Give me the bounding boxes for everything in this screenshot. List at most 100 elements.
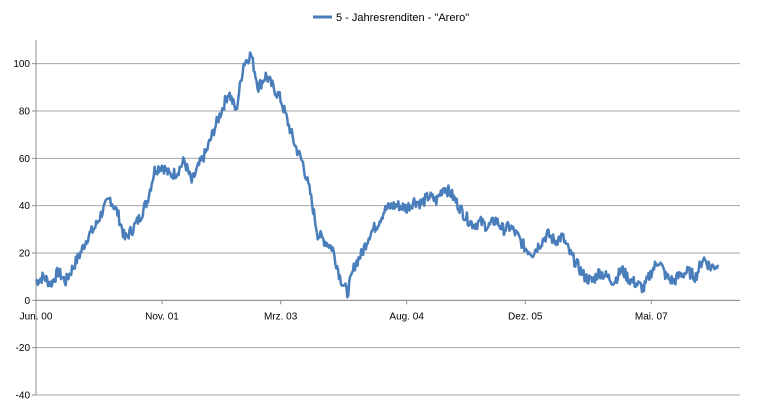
data-point bbox=[695, 275, 697, 277]
data-point bbox=[257, 86, 259, 88]
y-tick-label: 20 bbox=[19, 249, 31, 260]
data-point bbox=[561, 235, 563, 237]
data-point bbox=[57, 271, 59, 273]
legend-label: 5 - Jahresrenditen - "Arero" bbox=[336, 12, 469, 24]
data-point bbox=[391, 204, 393, 206]
data-point bbox=[131, 228, 133, 230]
data-point bbox=[546, 233, 548, 235]
data-point bbox=[405, 207, 407, 209]
data-point bbox=[190, 181, 192, 183]
data-point bbox=[413, 200, 415, 202]
data-point bbox=[287, 122, 289, 124]
data-point bbox=[294, 145, 296, 147]
y-tick-labels: -40 -20 0 20 40 60 80 100 bbox=[13, 59, 36, 402]
data-point bbox=[509, 226, 511, 228]
series-group bbox=[34, 51, 720, 299]
data-point bbox=[146, 200, 148, 202]
data-point bbox=[657, 259, 659, 261]
data-point bbox=[324, 240, 326, 242]
data-point bbox=[524, 247, 526, 249]
x-tick-label: Aug. 04 bbox=[389, 311, 424, 322]
data-point bbox=[153, 169, 155, 171]
data-point bbox=[717, 264, 719, 266]
data-point bbox=[72, 266, 74, 268]
y-tick-label: -40 bbox=[16, 391, 31, 402]
data-point bbox=[539, 242, 541, 244]
data-point bbox=[176, 171, 178, 173]
data-point bbox=[502, 228, 504, 230]
data-point bbox=[643, 287, 645, 289]
x-tick-labels: Jun. 00 Nov. 01 Mrz. 03 Aug. 04 Dez. 05 Mai. … bbox=[20, 300, 668, 322]
data-point bbox=[64, 280, 66, 282]
x-tick-label: Mrz. 03 bbox=[264, 311, 298, 322]
data-point bbox=[620, 268, 622, 270]
data-point bbox=[346, 292, 348, 294]
data-point bbox=[531, 252, 533, 254]
data-point bbox=[554, 240, 556, 242]
data-point bbox=[628, 278, 630, 280]
y-tick-label: 80 bbox=[19, 107, 31, 118]
data-point bbox=[361, 252, 363, 254]
data-point bbox=[376, 223, 378, 225]
data-point bbox=[42, 275, 44, 277]
data-point bbox=[398, 204, 400, 206]
data-point bbox=[672, 280, 674, 282]
x-tick-label: Mai. 07 bbox=[635, 311, 668, 322]
data-point bbox=[368, 233, 370, 235]
data-point bbox=[576, 264, 578, 266]
data-point bbox=[702, 257, 704, 259]
data-point bbox=[517, 235, 519, 237]
data-point bbox=[139, 216, 141, 218]
y-tick-label: 0 bbox=[24, 296, 30, 307]
data-point bbox=[102, 209, 104, 211]
data-point bbox=[331, 247, 333, 249]
data-point bbox=[250, 53, 252, 55]
data-point bbox=[220, 110, 222, 112]
data-point bbox=[687, 271, 689, 273]
series-line bbox=[34, 51, 720, 299]
data-point bbox=[354, 264, 356, 266]
data-point bbox=[591, 280, 593, 282]
data-point bbox=[487, 226, 489, 228]
data-point bbox=[35, 280, 37, 282]
data-point bbox=[161, 164, 163, 166]
data-point bbox=[50, 283, 52, 285]
data-point bbox=[665, 275, 667, 277]
data-point bbox=[109, 197, 111, 199]
axes bbox=[35, 40, 740, 395]
data-point bbox=[265, 74, 267, 76]
data-point bbox=[450, 193, 452, 195]
data-point bbox=[606, 275, 608, 277]
data-point bbox=[279, 98, 281, 100]
y-tick-label: 60 bbox=[19, 154, 31, 165]
data-point bbox=[598, 271, 600, 273]
data-point bbox=[709, 266, 711, 268]
legend: 5 - Jahresrenditen - "Arero" bbox=[313, 12, 469, 24]
data-point bbox=[635, 283, 637, 285]
data-point bbox=[198, 164, 200, 166]
x-tick-label: Dez. 05 bbox=[508, 311, 543, 322]
data-point bbox=[443, 186, 445, 188]
data-point bbox=[480, 221, 482, 223]
y-tick-label: 100 bbox=[13, 59, 30, 70]
data-point bbox=[650, 271, 652, 273]
data-point bbox=[309, 193, 311, 195]
data-point bbox=[94, 226, 96, 228]
data-point bbox=[316, 233, 318, 235]
data-point bbox=[87, 235, 89, 237]
data-point bbox=[383, 209, 385, 211]
x-tick-label: Jun. 00 bbox=[20, 311, 53, 322]
data-point bbox=[183, 160, 185, 162]
data-point bbox=[472, 223, 474, 225]
data-point bbox=[465, 216, 467, 218]
data-point bbox=[569, 252, 571, 254]
data-point bbox=[235, 110, 237, 112]
data-point bbox=[613, 280, 615, 282]
data-point bbox=[213, 129, 215, 131]
data-point bbox=[494, 219, 496, 221]
data-point bbox=[428, 195, 430, 197]
y-tick-label: 40 bbox=[19, 201, 31, 212]
data-point bbox=[680, 273, 682, 275]
